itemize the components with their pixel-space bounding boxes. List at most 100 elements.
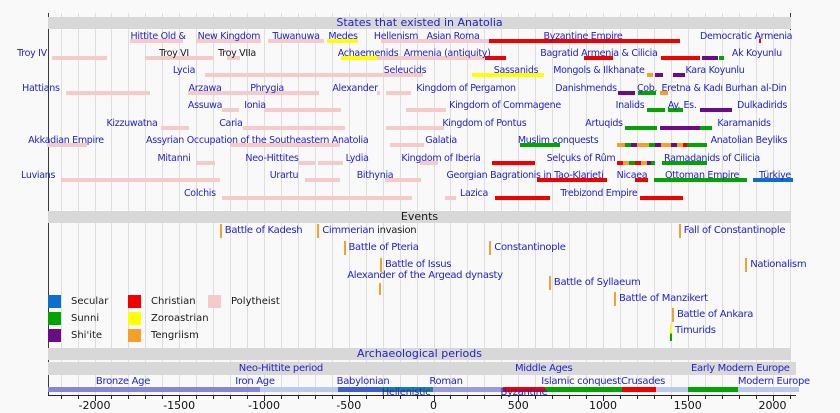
state-label[interactable]: Tuwanuwa <box>272 30 320 42</box>
state-label[interactable]: Kingdom of Pontus <box>442 117 527 129</box>
state-label[interactable]: Assyrian Occupation of the Southeastern … <box>145 135 369 147</box>
state-label[interactable]: Lycia <box>172 65 196 77</box>
state-label[interactable]: Phrygia <box>250 82 284 94</box>
state-label[interactable]: Galatia <box>425 135 457 147</box>
state-label[interactable]: Ottoman Empire <box>664 170 740 182</box>
state-bar <box>583 55 614 60</box>
period-band-label[interactable]: Neo-Hittite period <box>238 363 323 374</box>
period-bar <box>622 387 656 392</box>
period-sub-label[interactable]: Byzantine <box>500 387 548 398</box>
state-label[interactable]: Ak Koyunlu <box>731 47 782 59</box>
state-label[interactable]: Selçuks of Rûm <box>546 152 616 164</box>
state-label[interactable]: Kingdom of Pergamon <box>416 82 516 94</box>
state-bar <box>204 73 420 78</box>
state-label[interactable]: New Kingdom <box>197 30 261 42</box>
state-label[interactable]: Trebizond Empire <box>560 187 638 199</box>
state-label[interactable]: Kingdom of Commagene <box>449 100 561 112</box>
period-label[interactable]: Islamic conquest <box>541 375 621 387</box>
axis-tick <box>264 396 265 401</box>
event-label[interactable]: Nationalism <box>750 259 807 270</box>
event-label[interactable]: Battle of Issus <box>385 259 452 270</box>
period-label[interactable]: Roman <box>429 375 463 387</box>
state-label[interactable]: Lazica <box>460 187 488 199</box>
axis-tick <box>433 396 435 401</box>
state-label[interactable]: Ay. <box>667 100 681 112</box>
axis-tick-label: -1000 <box>248 399 280 412</box>
event-label[interactable]: Battle of Pteria <box>348 242 419 253</box>
state-label[interactable]: Inalids <box>615 100 645 112</box>
state-label[interactable]: Colchis <box>183 187 216 199</box>
period-label[interactable]: Babylonian <box>336 375 390 387</box>
state-label[interactable]: Türkiye <box>759 170 791 182</box>
event-label[interactable]: Fall of Constantinople <box>683 225 786 236</box>
state-label[interactable]: Muslim conquests <box>517 135 599 147</box>
state-label[interactable]: Sassanids <box>493 65 539 77</box>
state-label[interactable]: Mongols & Ilkhanate <box>553 65 645 77</box>
state-label[interactable]: Ramadanids of Cilicia <box>664 152 760 164</box>
period-label[interactable]: Crusades <box>620 375 666 387</box>
gridline <box>264 13 265 396</box>
events-banner: Events <box>48 211 791 223</box>
state-label[interactable]: Achaemenids <box>337 47 399 59</box>
event-label[interactable]: Cimmerian invasion <box>322 226 416 236</box>
period-sub-label[interactable]: Hellenistic <box>381 387 431 398</box>
state-label[interactable]: Seleucids <box>383 65 427 77</box>
state-label[interactable]: Urartu <box>269 170 299 182</box>
state-label[interactable]: Mitanni <box>157 152 191 164</box>
state-label[interactable]: Akkadian Empire <box>28 135 104 147</box>
plot-left-border <box>48 13 49 396</box>
state-label[interactable]: Danishmends <box>555 82 617 94</box>
event-label[interactable]: Timurids <box>675 325 716 336</box>
legend-swatch-shi'ite <box>48 329 61 342</box>
state-label[interactable]: Hittite Old & <box>130 30 186 42</box>
state-label[interactable]: Alexander <box>332 82 378 94</box>
state-label[interactable]: Byzantine Empire <box>543 30 623 42</box>
event-label[interactable]: Battle of Manzikert <box>619 293 708 304</box>
state-label[interactable]: Nicaea <box>616 170 648 182</box>
state-label[interactable]: Kingdom of Iberia <box>401 152 481 164</box>
period-band-label[interactable]: Middle Ages <box>514 363 573 374</box>
period-label[interactable]: Modern Europe <box>737 375 810 387</box>
state-label[interactable]: Georgian Bagrationis in Tao-Klarjeti <box>446 170 604 182</box>
state-label[interactable]: Caria <box>219 117 243 129</box>
state-label[interactable]: Armenia (antiquity) <box>403 47 491 59</box>
period-label[interactable]: Iron Age <box>235 375 275 387</box>
state-label[interactable]: Lydia <box>345 152 369 164</box>
state-label[interactable]: Kizzuwatna <box>106 117 158 129</box>
event-label[interactable]: Constantinople <box>494 242 566 253</box>
state-label[interactable]: Bagratid Armenia & Cilicia <box>540 47 658 59</box>
state-label[interactable]: Luvians <box>21 170 56 182</box>
event-label[interactable]: Battle of Kadesh <box>224 225 303 236</box>
event-label[interactable]: Alexander of the Argead dynasty <box>347 270 503 281</box>
state-label[interactable]: Es. <box>683 100 697 112</box>
state-label[interactable]: Assuwa <box>187 100 223 112</box>
state-label[interactable]: Artuqids <box>585 117 623 129</box>
period-band-label[interactable]: Early Modern Europe <box>690 363 790 374</box>
event-label[interactable]: Battle of Syllaeum <box>553 277 641 288</box>
state-label[interactable]: Hattians <box>22 82 60 94</box>
axis-tick <box>450 396 452 399</box>
state-label[interactable]: Arzawa <box>188 82 222 94</box>
state-label[interactable]: Troy IV <box>17 47 47 59</box>
state-label[interactable]: Kara Koyunlu <box>685 65 745 77</box>
state-label[interactable]: Democratic Armenia <box>699 30 793 42</box>
state-label[interactable]: Karamanids <box>717 117 771 129</box>
event-label-part[interactable]: Cimmerian <box>322 225 375 236</box>
state-label[interactable]: Medes <box>328 30 358 42</box>
state-label[interactable]: Çob. <box>636 82 658 94</box>
state-label[interactable]: Hellenism <box>373 30 419 42</box>
period-label[interactable]: Bronze Age <box>95 375 151 387</box>
state-label[interactable]: Ionia <box>244 100 266 112</box>
state-bar <box>226 55 241 60</box>
axis-tick <box>314 396 316 399</box>
state-label[interactable]: Eretna & Kadı Burhan al-Din <box>661 82 787 94</box>
state-label[interactable]: Dulkadirids <box>736 100 788 112</box>
state-label[interactable]: Bithynia <box>356 170 394 182</box>
state-label[interactable]: Anatolian Beyliks <box>710 135 788 147</box>
event-tick <box>614 292 616 306</box>
state-label[interactable]: Asian Roma <box>426 30 480 42</box>
state-label[interactable]: Neo-Hittites <box>245 152 299 164</box>
period-bar <box>544 387 623 392</box>
event-label[interactable]: Battle of Ankara <box>677 309 754 320</box>
axis-tick-label: 1500 <box>673 399 702 412</box>
